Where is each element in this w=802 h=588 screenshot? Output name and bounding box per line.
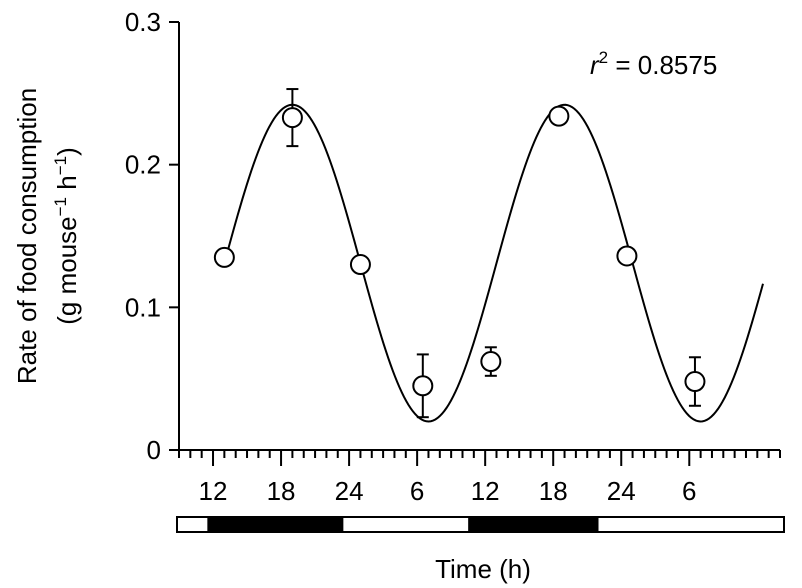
- light-phase-segment: [343, 517, 469, 532]
- light-dark-bar-frame: [176, 516, 785, 533]
- y-tick-label: 0: [147, 435, 161, 465]
- data-points: [213, 88, 706, 419]
- x-tick-label: 18: [539, 476, 568, 506]
- x-tick-label: 24: [335, 476, 364, 506]
- data-point: [213, 246, 235, 268]
- x-axis-title: Time (h): [435, 554, 531, 584]
- x-tick-label: 6: [682, 476, 696, 506]
- y-axis-ticks: 0 0.1 0.2 0.3: [125, 7, 179, 465]
- data-point: [480, 351, 502, 373]
- x-tick-label: 12: [471, 476, 500, 506]
- data-point: [281, 107, 303, 129]
- y-axis-title: Rate of food consumption: [12, 88, 42, 384]
- data-point: [412, 375, 434, 397]
- y-axis-title-units: (g mouse−1 h−1): [51, 147, 82, 325]
- y-tick-label: 0.3: [125, 7, 161, 37]
- cosinor-fit-curve: [223, 103, 764, 423]
- light-dark-bar: [179, 517, 767, 532]
- dark-phase-segment: [468, 517, 599, 532]
- x-tick-label: 6: [410, 476, 424, 506]
- r-squared-annotation: r2 = 0.8575: [590, 48, 717, 80]
- x-tick-label: 18: [267, 476, 296, 506]
- data-point: [349, 254, 371, 276]
- y-axis-title-line1: Rate of food consumption: [12, 88, 42, 384]
- x-tick-label: 24: [607, 476, 636, 506]
- y-axis-title-line2: (g mouse−1 h−1): [51, 147, 82, 325]
- dark-phase-segment: [207, 517, 344, 532]
- data-point: [616, 245, 638, 267]
- light-phase-segment: [179, 517, 208, 532]
- light-phase-segment: [598, 517, 767, 532]
- x-tick-label: 12: [199, 476, 228, 506]
- data-point: [548, 105, 570, 127]
- y-tick-label: 0.2: [125, 150, 161, 180]
- x-axis-ticks: 12 18 24 6 12 18 24 6: [178, 450, 781, 506]
- y-tick-label: 0.1: [125, 292, 161, 322]
- data-point: [684, 371, 706, 393]
